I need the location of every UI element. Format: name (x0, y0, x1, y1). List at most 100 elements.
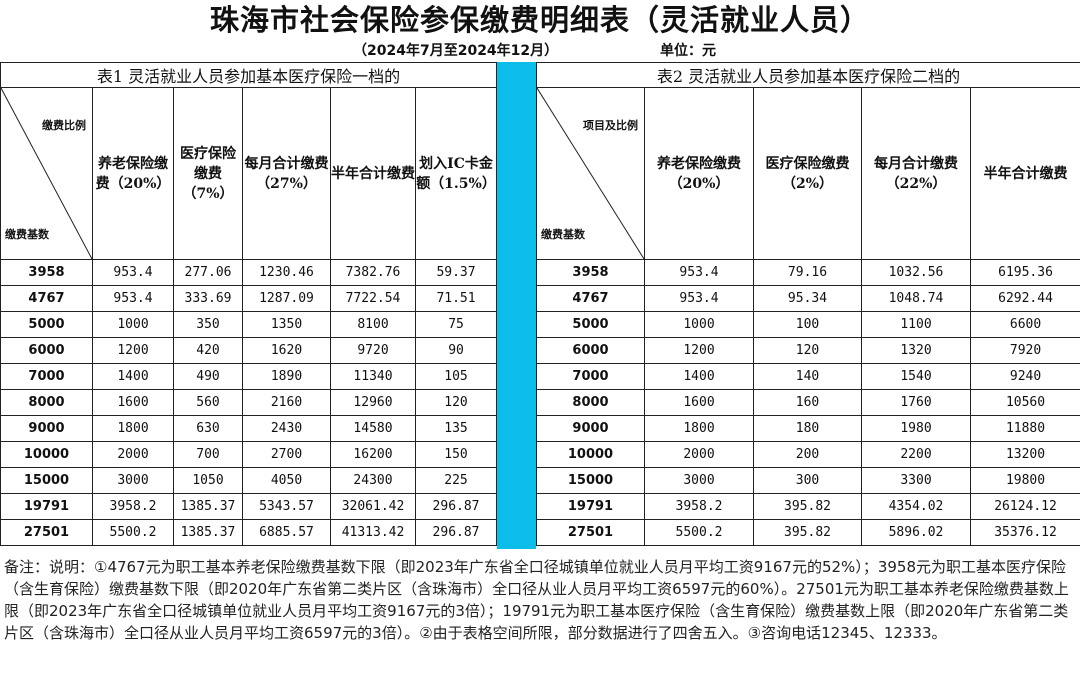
value-cell: 3958.2 (92, 493, 174, 520)
value-cell: 630 (173, 415, 243, 442)
value-cell: 14580 (330, 415, 416, 442)
value-cell: 1032.56 (861, 259, 971, 286)
value-cell: 100 (753, 311, 862, 338)
value-cell: 1050 (173, 467, 243, 494)
base-amount-cell: 19791 (536, 493, 645, 520)
value-cell: 2700 (242, 441, 331, 468)
value-cell: 3000 (644, 467, 754, 494)
value-cell: 1350 (242, 311, 331, 338)
value-cell: 10560 (969, 389, 1080, 416)
value-cell: 1400 (92, 363, 174, 390)
table-row: 5000 1000 350 1350 8100 75 (0, 311, 498, 338)
value-cell: 6885.57 (242, 519, 331, 546)
base-amount-cell: 7000 (536, 363, 645, 390)
value-cell: 7920 (969, 337, 1080, 364)
value-cell: 490 (173, 363, 243, 390)
value-cell: 3000 (92, 467, 174, 494)
value-cell: 3300 (861, 467, 971, 494)
column-header: 养老保险缴费（20%） (92, 87, 174, 260)
base-amount-cell: 6000 (0, 337, 93, 364)
value-cell: 5500.2 (92, 519, 174, 546)
value-cell: 1385.37 (173, 519, 243, 546)
value-cell: 953.4 (644, 285, 754, 312)
table-row: 9000 1800 630 2430 14580 135 (0, 415, 498, 442)
value-cell: 135 (414, 415, 498, 442)
diagonal-line (1, 88, 92, 259)
value-cell: 2160 (242, 389, 331, 416)
value-cell: 1048.74 (861, 285, 971, 312)
table-2: 表2 灵活就业人员参加基本医疗保险二档的 项目及比例 缴费基数 养老保险缴费（2… (535, 62, 1080, 546)
base-amount-cell: 5000 (0, 311, 93, 338)
value-cell: 1600 (92, 389, 174, 416)
value-cell: 16200 (330, 441, 416, 468)
value-cell: 953.4 (644, 259, 754, 286)
base-amount-cell: 3958 (536, 259, 645, 286)
base-amount-cell: 8000 (0, 389, 93, 416)
value-cell: 24300 (330, 467, 416, 494)
value-cell: 5500.2 (644, 519, 754, 546)
value-cell: 277.06 (173, 259, 243, 286)
value-cell: 35376.12 (969, 519, 1080, 546)
value-cell: 79.16 (753, 259, 862, 286)
value-cell: 1385.37 (173, 493, 243, 520)
column-header: 每月合计缴费（27%） (242, 87, 331, 260)
value-cell: 350 (173, 311, 243, 338)
column-header: 划入IC卡金额（1.5%） (414, 87, 498, 260)
value-cell: 19800 (969, 467, 1080, 494)
value-cell: 5896.02 (861, 519, 971, 546)
value-cell: 1890 (242, 363, 331, 390)
value-cell: 1800 (644, 415, 754, 442)
value-cell: 225 (414, 467, 498, 494)
corner-bottom-label: 缴费基数 (5, 228, 49, 241)
value-cell: 420 (173, 337, 243, 364)
column-header: 医疗保险缴费（2%） (753, 87, 862, 260)
value-cell: 1200 (644, 337, 754, 364)
table-row: 4767 953.4 333.69 1287.09 7722.54 71.51 (0, 285, 498, 312)
value-cell: 1200 (92, 337, 174, 364)
base-amount-cell: 15000 (0, 467, 93, 494)
value-cell: 700 (173, 441, 243, 468)
subtitle-line: （2024年7月至2024年12月） 单位：元 (0, 40, 1080, 62)
table-row: 3958 953.4 277.06 1230.46 7382.76 59.37 (0, 259, 498, 286)
value-cell: 300 (753, 467, 862, 494)
value-cell: 9720 (330, 337, 416, 364)
period-text: （2024年7月至2024年12月） (353, 43, 559, 59)
value-cell: 395.82 (753, 493, 862, 520)
table-row: 7000 1400 140 1540 9240 (536, 363, 1080, 390)
value-cell: 1620 (242, 337, 331, 364)
table-row: 5000 1000 100 1100 6600 (536, 311, 1080, 338)
base-amount-cell: 4767 (0, 285, 93, 312)
base-amount-cell: 6000 (536, 337, 645, 364)
value-cell: 953.4 (92, 259, 174, 286)
value-cell: 1100 (861, 311, 971, 338)
value-cell: 560 (173, 389, 243, 416)
base-amount-cell: 10000 (0, 441, 93, 468)
table-row: 15000 3000 1050 4050 24300 225 (0, 467, 498, 494)
base-amount-cell: 15000 (536, 467, 645, 494)
base-amount-cell: 19791 (0, 493, 93, 520)
corner-top-label: 项目及比例 (583, 119, 638, 132)
value-cell: 200 (753, 441, 862, 468)
column-header: 半年合计缴费 (330, 87, 416, 260)
base-amount-cell: 5000 (536, 311, 645, 338)
table-row: 27501 5500.2 1385.37 6885.57 41313.42 296.87 (0, 519, 498, 546)
value-cell: 1760 (861, 389, 971, 416)
column-header: 养老保险缴费（20%） (644, 87, 754, 260)
value-cell: 105 (414, 363, 498, 390)
base-amount-cell: 27501 (0, 519, 93, 546)
value-cell: 1800 (92, 415, 174, 442)
value-cell: 5343.57 (242, 493, 331, 520)
table-row: 7000 1400 490 1890 11340 105 (0, 363, 498, 390)
table-row: 19791 3958.2 1385.37 5343.57 32061.42 296.87 (0, 493, 498, 520)
value-cell: 395.82 (753, 519, 862, 546)
table-1: 表1 灵活就业人员参加基本医疗保险一档的 缴费比例 缴费基数 养老保险缴费（20… (0, 62, 498, 546)
column-header: 半年合计缴费 (969, 87, 1080, 260)
base-amount-cell: 10000 (536, 441, 645, 468)
value-cell: 120 (753, 337, 862, 364)
base-amount-cell: 9000 (536, 415, 645, 442)
column-header: 每月合计缴费（22%） (861, 87, 971, 260)
value-cell: 2000 (644, 441, 754, 468)
value-cell: 12960 (330, 389, 416, 416)
table-divider-bar (497, 62, 536, 549)
value-cell: 95.34 (753, 285, 862, 312)
